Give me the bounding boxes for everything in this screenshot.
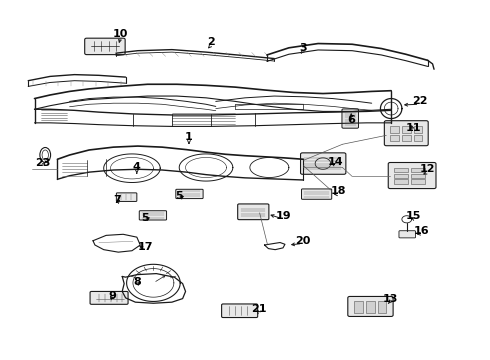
Text: 6: 6 <box>347 115 355 125</box>
Text: 19: 19 <box>276 211 292 221</box>
FancyBboxPatch shape <box>348 296 393 316</box>
FancyBboxPatch shape <box>90 292 128 304</box>
Text: 10: 10 <box>113 28 128 39</box>
Text: 23: 23 <box>35 158 50 168</box>
Text: 21: 21 <box>251 304 267 314</box>
FancyBboxPatch shape <box>221 304 258 318</box>
FancyBboxPatch shape <box>399 231 416 238</box>
FancyBboxPatch shape <box>301 189 332 199</box>
Text: 3: 3 <box>300 43 307 53</box>
Text: 12: 12 <box>420 164 436 174</box>
Text: 18: 18 <box>331 186 346 197</box>
Text: 22: 22 <box>412 96 427 107</box>
Text: 8: 8 <box>133 277 141 287</box>
Text: 15: 15 <box>405 211 421 221</box>
Bar <box>394 168 408 172</box>
FancyBboxPatch shape <box>116 193 137 202</box>
Bar <box>394 174 408 178</box>
Text: 14: 14 <box>327 157 343 167</box>
FancyBboxPatch shape <box>388 162 436 189</box>
Text: 16: 16 <box>414 226 429 236</box>
Text: 17: 17 <box>137 242 153 252</box>
Text: 2: 2 <box>207 37 215 48</box>
Bar <box>402 135 411 141</box>
Bar <box>390 126 399 133</box>
Text: 13: 13 <box>383 294 398 303</box>
FancyBboxPatch shape <box>384 121 428 146</box>
Text: 20: 20 <box>295 236 310 246</box>
Bar <box>366 301 374 313</box>
FancyBboxPatch shape <box>342 109 359 128</box>
Text: 1: 1 <box>185 132 193 142</box>
Bar <box>394 179 408 184</box>
Bar <box>411 174 425 178</box>
Bar <box>390 135 399 141</box>
Ellipse shape <box>42 150 49 160</box>
Text: 11: 11 <box>405 123 421 133</box>
FancyBboxPatch shape <box>176 189 203 199</box>
Bar <box>354 301 363 313</box>
FancyBboxPatch shape <box>300 153 346 174</box>
Bar <box>402 126 411 133</box>
Bar <box>414 135 422 141</box>
FancyBboxPatch shape <box>238 204 269 220</box>
Bar <box>411 168 425 172</box>
FancyBboxPatch shape <box>139 211 167 220</box>
Bar <box>414 126 422 133</box>
Text: 7: 7 <box>114 195 121 204</box>
Text: 5: 5 <box>141 212 149 222</box>
Text: 9: 9 <box>109 291 117 301</box>
Bar <box>377 301 386 313</box>
FancyBboxPatch shape <box>85 38 125 55</box>
Text: 5: 5 <box>175 191 183 201</box>
Ellipse shape <box>40 148 50 162</box>
Text: 4: 4 <box>133 162 141 172</box>
Bar <box>411 179 425 184</box>
